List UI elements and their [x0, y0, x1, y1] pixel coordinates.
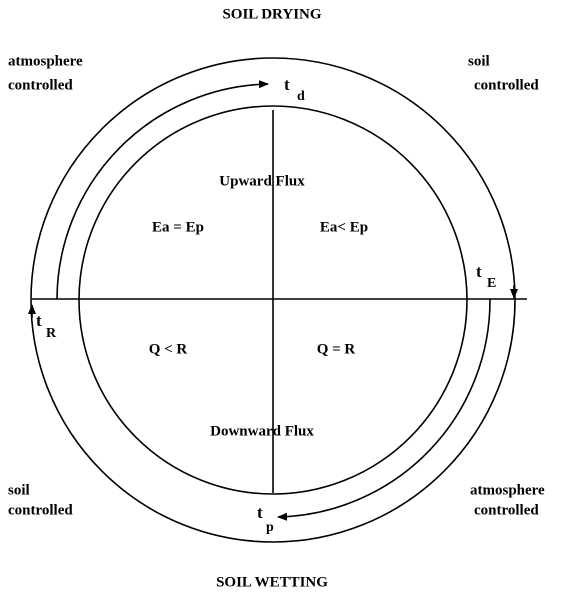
time-label: t	[36, 311, 42, 330]
flux-label: Upward Flux	[219, 173, 305, 189]
drying-arrow	[56, 80, 269, 300]
quadrant-label: Q < R	[149, 341, 188, 357]
time-label: t	[257, 503, 263, 522]
corner-label: controlled	[474, 77, 539, 93]
corner-label: controlled	[8, 502, 73, 518]
quadrant-label: Ea< Ep	[320, 219, 368, 235]
title: SOIL DRYING	[222, 6, 321, 22]
outer-circle	[30, 57, 516, 543]
footer: SOIL WETTING	[216, 574, 328, 590]
quadrant-label: Ea = Ep	[152, 219, 204, 235]
time-subscript: p	[266, 520, 274, 535]
inner-circle	[78, 105, 468, 495]
corner-label: soil	[468, 53, 490, 69]
corner-label: soil	[8, 482, 30, 498]
time-label: t	[284, 75, 290, 94]
time-subscript: E	[487, 276, 496, 291]
corner-label: atmosphere	[470, 482, 545, 498]
corner-label: atmosphere	[8, 53, 83, 69]
quadrant-label: Q = R	[317, 341, 356, 357]
time-subscript: d	[297, 89, 305, 104]
wetting-arrow	[277, 298, 491, 521]
corner-label: controlled	[474, 502, 539, 518]
corner-label: controlled	[8, 77, 73, 93]
time-label: t	[476, 262, 482, 281]
time-subscript: R	[46, 326, 57, 341]
flux-label: Downward Flux	[210, 423, 314, 439]
